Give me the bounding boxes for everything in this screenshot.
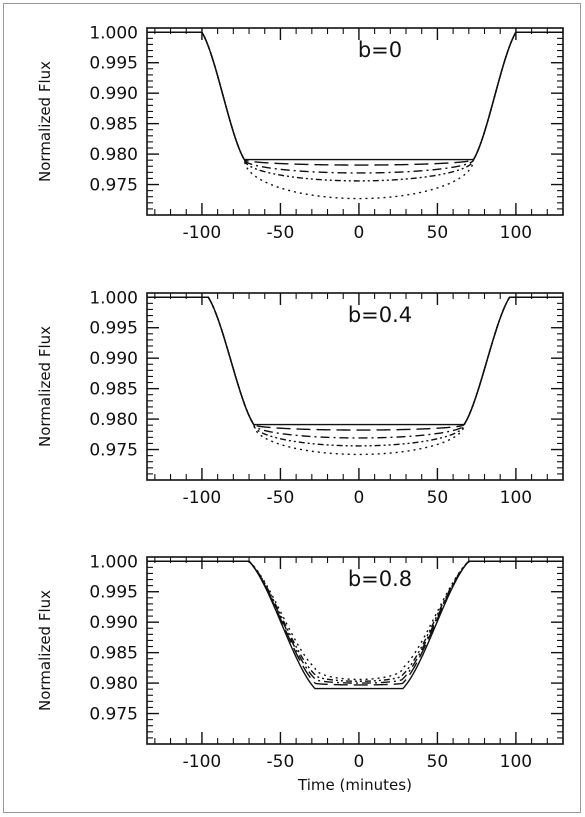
x-tick-label: 50 (427, 223, 449, 243)
y-axis-title: Normalized Flux (36, 590, 54, 711)
x-tick-label: 50 (427, 752, 449, 772)
y-tick-label: 0.980 (89, 145, 138, 165)
series-dotted-line (147, 296, 563, 456)
x-tick-label: -50 (267, 488, 295, 508)
plot-frame (146, 27, 564, 216)
plot-frame (146, 556, 564, 745)
x-tick-label: 100 (500, 223, 532, 243)
chart-panel-1: -100 -50 0 50 100 1.000 0.995 0.990 0.985 0.980 0.… (36, 23, 564, 243)
x-tick-label: 0 (354, 752, 365, 772)
y-tick-label: 0.985 (89, 644, 138, 664)
y-tick-label: 1.000 (89, 23, 138, 43)
x-tick-label: 100 (500, 488, 532, 508)
y-tick-label: 1.000 (89, 288, 138, 308)
y-tick-label: 0.995 (89, 54, 138, 74)
y-tick-label: 0.985 (89, 380, 138, 400)
x-tick-label: -100 (183, 752, 222, 772)
y-tick-label: 0.980 (89, 674, 138, 694)
plot-frame (146, 292, 564, 481)
series-long-dash-line (147, 31, 563, 166)
y-tick-label: 0.980 (89, 410, 138, 430)
chart-panel-3: -100 -50 0 50 100 1.000 0.995 0.990 0.985 0.980 0.… (36, 552, 564, 794)
y-axis-title: Normalized Flux (36, 326, 54, 447)
y-tick-label: 0.990 (89, 613, 138, 633)
x-tick-label: -50 (267, 752, 295, 772)
x-tick-label: 0 (354, 223, 365, 243)
figure-frame (3, 3, 581, 813)
impact-parameter-label: b=0.8 (348, 567, 412, 591)
y-tick-label: 1.000 (89, 552, 138, 572)
x-tick-label: 50 (427, 488, 449, 508)
y-tick-label: 0.975 (89, 176, 138, 196)
series-dash-dot-line (147, 31, 563, 174)
y-tick-label: 0.985 (89, 115, 138, 135)
x-axis-title: Time (minutes) (297, 776, 412, 794)
series-dash-dot-dot-line (147, 560, 563, 682)
x-tick-label: -50 (267, 223, 295, 243)
y-tick-label: 0.975 (89, 705, 138, 725)
chart-panel-2: -100 -50 0 50 100 1.000 0.995 0.990 0.985 0.980 0.… (36, 288, 564, 508)
impact-parameter-label: b=0 (358, 38, 402, 62)
impact-parameter-label: b=0.4 (348, 303, 412, 327)
y-tick-label: 0.990 (89, 349, 138, 369)
series-dotted-line (147, 31, 563, 200)
series-dash-dot-dot-line (147, 31, 563, 182)
x-tick-label: 0 (354, 488, 365, 508)
y-axis-title: Normalized Flux (36, 61, 54, 182)
x-tick-label: 100 (500, 752, 532, 772)
y-tick-label: 0.975 (89, 441, 138, 461)
y-tick-label: 0.990 (89, 84, 138, 104)
y-tick-label: 0.995 (89, 319, 138, 339)
y-tick-label: 0.995 (89, 583, 138, 603)
series-dotted-line (147, 560, 563, 681)
series-solid-line (147, 31, 563, 161)
x-tick-label: -100 (183, 488, 222, 508)
x-tick-label: -100 (183, 223, 222, 243)
